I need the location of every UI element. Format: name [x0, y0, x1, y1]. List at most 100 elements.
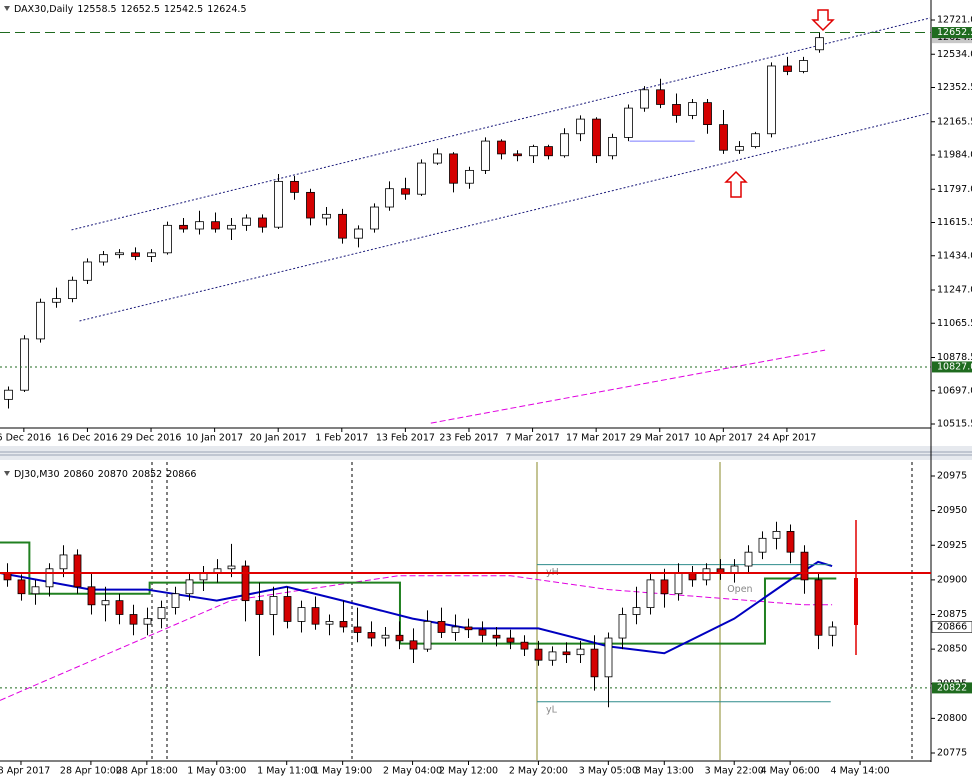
candle-body: [131, 252, 140, 257]
price-tag-label: 20866: [937, 621, 967, 632]
candle-body: [828, 626, 837, 636]
candle-body: [730, 565, 739, 574]
y-tick-label: 20900: [937, 574, 967, 585]
candle-body: [353, 626, 362, 633]
candle-body: [735, 146, 744, 151]
annotation: Open: [727, 584, 752, 595]
candle-body: [171, 593, 180, 608]
x-tick-label: 10 Apr 2017: [694, 433, 753, 444]
candle-body: [199, 572, 208, 581]
candle-body: [703, 102, 712, 125]
y-tick-label: 11615.5: [937, 217, 972, 228]
candle-body: [83, 261, 92, 281]
x-tick-label: 7 Mar 2017: [505, 433, 559, 444]
candle-body: [101, 600, 110, 606]
candle-body: [115, 600, 124, 615]
candle-body: [45, 568, 54, 588]
candle-body: [68, 279, 77, 300]
candle-body: [786, 531, 795, 553]
candle-body: [338, 213, 347, 239]
candle-body: [409, 640, 418, 650]
candle-body: [322, 213, 331, 219]
candle-body: [814, 579, 823, 636]
x-tick-label: 4 May 14:00: [831, 766, 890, 777]
x-tick-label: 4 May 06:00: [761, 766, 820, 777]
pane-icon: [4, 471, 10, 476]
candle-body: [258, 217, 267, 228]
candle-body: [241, 565, 250, 602]
candle-body: [274, 180, 283, 228]
y-tick-label: 11247.0: [937, 285, 972, 296]
candle-body: [783, 65, 792, 72]
ohlc-close: 20866: [166, 469, 196, 480]
candle-body: [800, 551, 809, 581]
y-tick-label: 20950: [937, 505, 967, 516]
candle-body: [520, 641, 529, 650]
candle-body: [656, 89, 665, 105]
x-tick-label: 1 May 03:00: [187, 766, 246, 777]
trend-line: [71, 17, 931, 231]
symbol: DJ30,M30: [14, 469, 60, 480]
ohlc-high: 20870: [98, 469, 128, 480]
candle-body: [4, 389, 13, 400]
candle-body: [185, 579, 194, 595]
trend-line: [79, 112, 931, 322]
range-bar-body: [854, 578, 858, 625]
x-tick-label: 6 Dec 2016: [0, 433, 51, 444]
candle-body: [548, 651, 557, 661]
y-tick-label: 12352.5: [937, 82, 972, 93]
candle-body: [688, 572, 697, 581]
candle-body: [242, 217, 251, 226]
candle-body: [465, 169, 474, 184]
x-tick-label: 29 Mar 2017: [630, 433, 690, 444]
candle-body: [195, 221, 204, 230]
ohlc-low: 20852: [132, 469, 162, 480]
candle-body: [31, 586, 40, 595]
y-tick-label: 20925: [937, 540, 967, 551]
candle-body: [290, 180, 299, 193]
candle-body: [325, 621, 334, 625]
candle-body: [576, 118, 585, 135]
y-tick-label: 11984.0: [937, 150, 972, 161]
pane-icon: [4, 6, 10, 11]
candle-body: [534, 648, 543, 661]
candle-body: [674, 572, 683, 595]
x-tick-label: 17 Mar 2017: [566, 433, 626, 444]
candle-body: [3, 572, 12, 581]
x-tick-label: 1 May 11:00: [257, 766, 316, 777]
indicator-line: [0, 575, 833, 701]
candle-body: [52, 298, 61, 303]
candle-body: [147, 252, 156, 257]
x-tick-label: 29 Dec 2016: [121, 433, 182, 444]
ohlc-open: 12558.5: [77, 4, 116, 15]
candle-body: [269, 596, 278, 615]
candle-body: [385, 188, 394, 208]
x-tick-label: 3 May 13:00: [635, 766, 694, 777]
candle-body: [719, 124, 728, 151]
candle-body: [672, 104, 681, 116]
candle-body: [59, 554, 68, 570]
indicator-line: [0, 541, 837, 645]
candle-body: [227, 224, 236, 230]
candle-body: [608, 137, 617, 157]
candle-body: [604, 637, 613, 678]
candle-body: [163, 224, 172, 254]
x-tick-label: 2 May 04:00: [383, 766, 442, 777]
candle-body: [815, 37, 824, 51]
candle-body: [513, 153, 522, 157]
candle-body: [767, 65, 776, 135]
candle-body: [751, 133, 760, 147]
candle-body: [17, 579, 26, 595]
candle-body: [395, 634, 404, 642]
candle-body: [437, 621, 446, 633]
candle-body: [506, 637, 515, 643]
candle-body: [370, 206, 379, 230]
candle-body: [632, 607, 641, 615]
candle-body: [618, 614, 627, 639]
x-tick-label: 24 Apr 2017: [758, 433, 817, 444]
price-tag: [932, 361, 972, 373]
candle-body: [758, 537, 767, 553]
